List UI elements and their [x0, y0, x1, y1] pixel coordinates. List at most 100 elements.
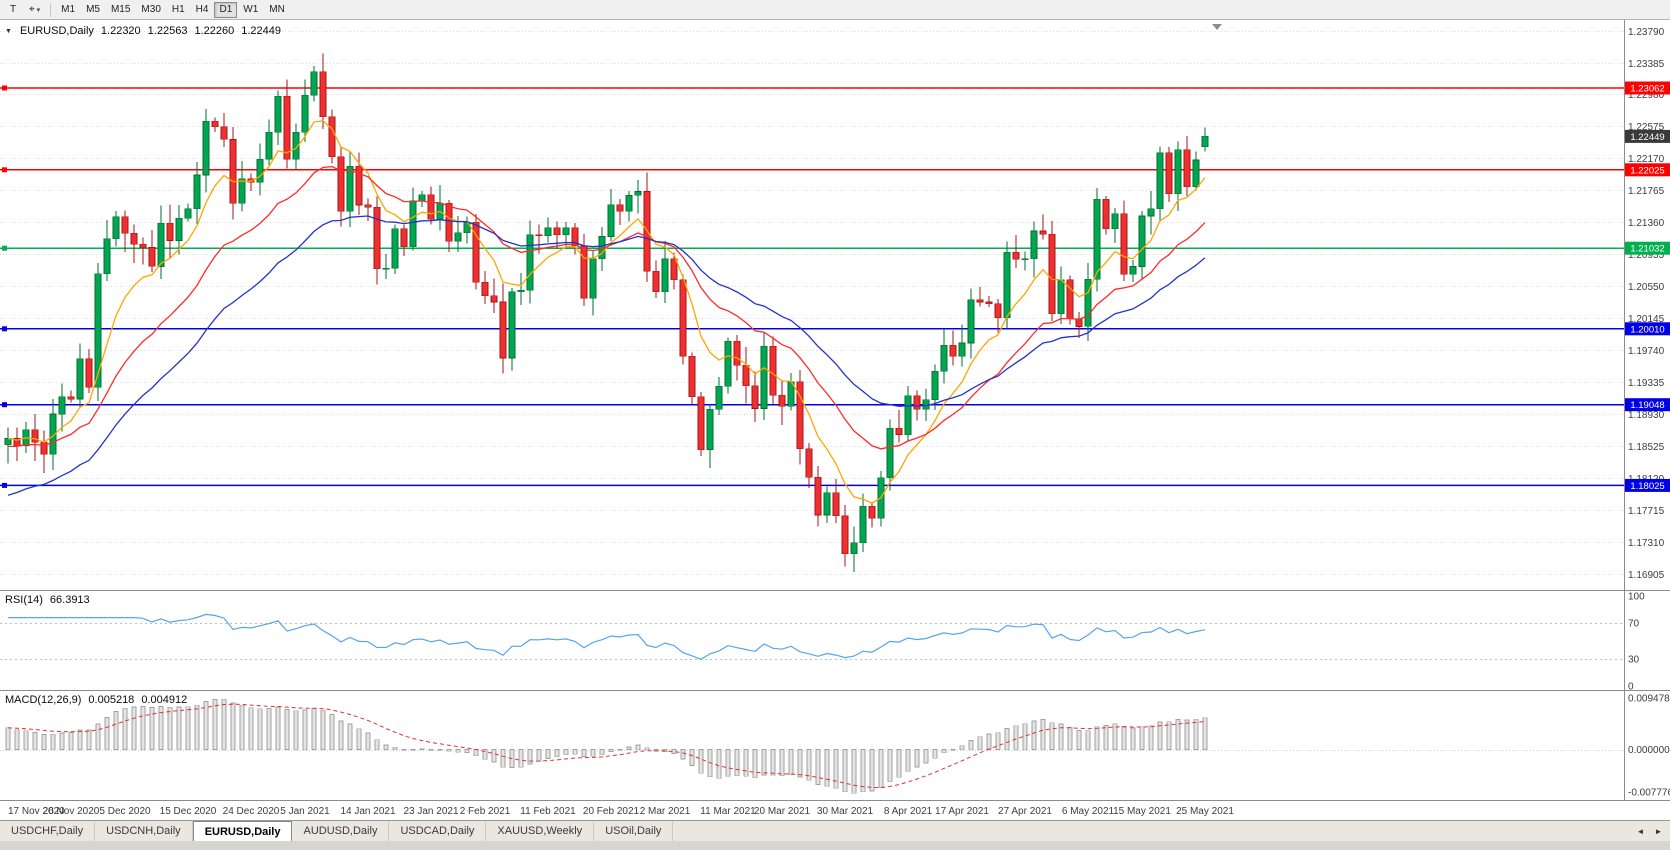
timeframe-buttons: M1 M5 M15 M30 H1 H4 D1 W1 MN	[56, 1, 290, 18]
svg-text:1.19335: 1.19335	[1628, 378, 1665, 389]
svg-text:2 Feb 2021: 2 Feb 2021	[460, 806, 511, 817]
chart-canvas[interactable]: 1.23790 1.23385 1.22980 1.22575 1.22170 1.217…	[0, 20, 1670, 820]
current-price-label	[1625, 129, 1670, 143]
ma-line-period-20	[7, 165, 1206, 450]
timeframe-button-d1[interactable]: D1	[214, 1, 238, 18]
svg-text:26 Nov 2020: 26 Nov 2020	[43, 806, 100, 817]
svg-text:0: 0	[1628, 682, 1634, 693]
low-value: 1.22260	[194, 25, 235, 37]
timeframe-button-m15[interactable]: M15	[106, 2, 135, 18]
svg-text:17 Apr 2021: 17 Apr 2021	[935, 806, 989, 817]
svg-text:1.17310: 1.17310	[1628, 538, 1665, 549]
svg-text:1.20010: 1.20010	[1630, 324, 1664, 335]
toolbar-separator	[50, 2, 52, 17]
tab-usdchf[interactable]: USDCHF,Daily	[0, 821, 96, 841]
svg-text:24 Dec 2020: 24 Dec 2020	[223, 806, 280, 817]
price-level-label	[1625, 81, 1670, 95]
timeframe-button-h4[interactable]: H4	[191, 2, 214, 18]
svg-text:2 Mar 2021: 2 Mar 2021	[640, 806, 691, 817]
svg-text:1.21032: 1.21032	[1630, 244, 1664, 255]
scroll-tabs-left-button[interactable]: ◄	[1632, 823, 1649, 839]
symbol-period-label: EURUSD,Daily	[19, 25, 94, 37]
svg-text:-0.007776: -0.007776	[1628, 788, 1670, 799]
svg-text:15 May 2021: 15 May 2021	[1113, 806, 1171, 817]
svg-text:1.16905: 1.16905	[1628, 570, 1665, 581]
svg-text:20 Mar 2021: 20 Mar 2021	[754, 806, 811, 817]
svg-text:1.18930: 1.18930	[1628, 410, 1665, 421]
svg-text:27 Apr 2021: 27 Apr 2021	[998, 806, 1052, 817]
svg-text:11 Mar 2021: 11 Mar 2021	[700, 806, 756, 817]
svg-text:1.18025: 1.18025	[1630, 481, 1664, 492]
collapse-icon[interactable]: ▼	[5, 27, 12, 35]
timeframe-button-m1[interactable]: M1	[56, 2, 80, 18]
macd-signal-line	[7, 703, 1206, 789]
rsi-label: RSI(14)	[5, 594, 43, 606]
timeframe-button-m5[interactable]: M5	[81, 2, 105, 18]
line-anchor-handle[interactable]	[2, 482, 7, 488]
svg-text:1.20145: 1.20145	[1628, 314, 1665, 325]
svg-text:0.009478: 0.009478	[1628, 694, 1670, 705]
line-anchor-handle[interactable]	[2, 245, 7, 251]
price-level-labels: 1.23062 1.22025 1.21032 1.20010 1.19048 1.180…	[1625, 81, 1670, 492]
timeframe-button-w1[interactable]: W1	[238, 2, 263, 18]
rsi-axis-labels: 100 70 30 0	[1628, 592, 1645, 693]
svg-text:1.22449: 1.22449	[1630, 132, 1664, 143]
timeframe-button-h1[interactable]: H1	[167, 2, 190, 18]
price-level-label	[1625, 478, 1670, 492]
chart-tab-bar: USDCHF,Daily USDCNH,Daily EURUSD,Daily AUDU…	[0, 820, 1670, 841]
tab-eurusd[interactable]: EURUSD,Daily	[192, 821, 293, 841]
rsi-readout: RSI(14) 66.3913	[5, 594, 90, 606]
tab-usoil[interactable]: USOil,Daily	[594, 821, 674, 841]
svg-text:11 Feb 2021: 11 Feb 2021	[520, 806, 576, 817]
svg-text:5 Dec 2020: 5 Dec 2020	[99, 806, 151, 817]
line-anchor-handle[interactable]	[2, 402, 7, 408]
chart-tabs: USDCHF,Daily USDCNH,Daily EURUSD,Daily AUDU…	[0, 821, 674, 841]
svg-text:23 Jan 2021: 23 Jan 2021	[403, 806, 458, 817]
chart-shift-marker	[1212, 24, 1222, 30]
macd-histogram	[5, 698, 1208, 794]
svg-text:1.17715: 1.17715	[1628, 506, 1665, 517]
line-anchor-handle[interactable]	[2, 85, 7, 91]
svg-text:15 Dec 2020: 15 Dec 2020	[160, 806, 217, 817]
tab-audusd[interactable]: AUDUSD,Daily	[292, 821, 390, 841]
bottom-filler	[0, 841, 1670, 850]
svg-text:8 Apr 2021: 8 Apr 2021	[884, 806, 933, 817]
line-anchor-handle[interactable]	[2, 326, 7, 332]
svg-text:25 May 2021: 25 May 2021	[1176, 806, 1234, 817]
pane-dividers	[0, 20, 1670, 801]
macd-axis-labels: 0.009478 0.000000 -0.007776	[1628, 694, 1670, 799]
cursor-tool-button[interactable]: ⌖ ▾	[24, 2, 45, 18]
svg-text:1.22025: 1.22025	[1630, 165, 1664, 176]
candlestick-series	[4, 53, 1209, 572]
svg-text:1.21360: 1.21360	[1628, 218, 1665, 229]
horizontal-level-lines	[0, 85, 1624, 488]
svg-text:1.23062: 1.23062	[1630, 84, 1664, 95]
text-tool-button[interactable]: T	[3, 2, 23, 18]
svg-text:70: 70	[1628, 619, 1640, 630]
price-level-label	[1625, 241, 1670, 255]
timeframe-button-m30[interactable]: M30	[136, 2, 165, 18]
svg-text:14 Jan 2021: 14 Jan 2021	[340, 806, 395, 817]
svg-text:1.23790: 1.23790	[1628, 27, 1665, 38]
svg-text:1.20955: 1.20955	[1628, 250, 1665, 261]
price-level-label	[1625, 398, 1670, 412]
price-gridlines	[0, 31, 1624, 575]
tab-scroll-arrows: ◄ ►	[1632, 821, 1670, 841]
close-value: 1.22449	[241, 25, 281, 37]
svg-text:1.22170: 1.22170	[1628, 154, 1665, 165]
ma-line-period-8	[7, 120, 1206, 505]
scroll-tabs-right-button[interactable]: ►	[1650, 823, 1667, 839]
svg-text:1.21765: 1.21765	[1628, 186, 1665, 197]
timeframe-button-mn[interactable]: MN	[264, 2, 290, 18]
tab-xauusd[interactable]: XAUUSD,Weekly	[486, 821, 595, 841]
ma-line-period-34	[7, 215, 1206, 496]
svg-text:1.18525: 1.18525	[1628, 442, 1665, 453]
tab-usdcad[interactable]: USDCAD,Daily	[389, 821, 487, 841]
line-anchor-handle[interactable]	[2, 167, 7, 173]
top-toolbar: T ⌖ ▾ M1 M5 M15 M30 H1 H4 D1 W1 MN	[0, 0, 1670, 20]
macd-label: MACD(12,26,9)	[5, 694, 82, 706]
tab-usdcnh[interactable]: USDCNH,Daily	[95, 821, 193, 841]
chart-area[interactable]: 1.23790 1.23385 1.22980 1.22575 1.22170 1.217…	[0, 20, 1670, 820]
crosshair-icon: ⌖	[29, 4, 35, 15]
